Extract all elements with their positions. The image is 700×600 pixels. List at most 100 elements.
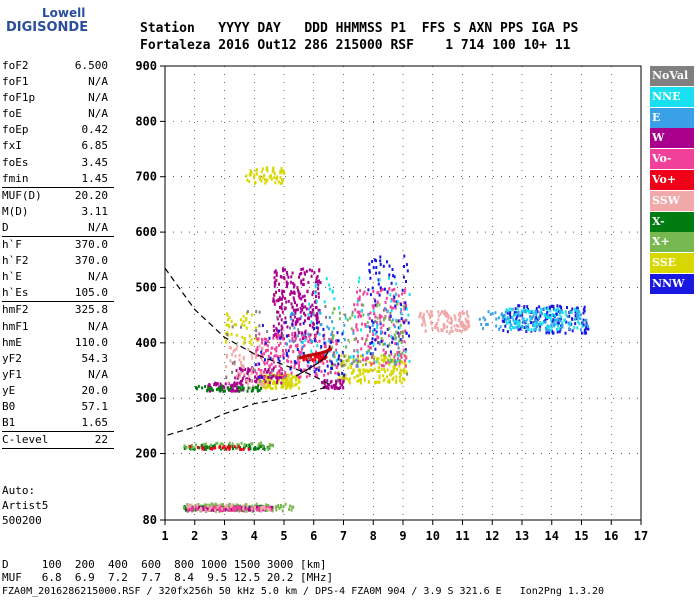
echo-point bbox=[465, 310, 468, 314]
x-tick-label: 12 bbox=[485, 529, 499, 543]
echo-point bbox=[279, 354, 282, 358]
echo-point bbox=[280, 324, 283, 328]
echo-point bbox=[318, 320, 320, 324]
echo-point bbox=[188, 505, 191, 509]
echo-point bbox=[513, 311, 516, 315]
echo-point bbox=[549, 328, 552, 332]
echo-point bbox=[334, 371, 337, 375]
param-row: D N/A bbox=[2, 220, 114, 236]
param-value: 105.0 bbox=[74, 286, 108, 300]
echo-point bbox=[555, 309, 558, 313]
echo-point bbox=[232, 508, 235, 512]
chart-points bbox=[182, 166, 590, 513]
echo-point bbox=[246, 178, 249, 182]
echo-point bbox=[226, 503, 229, 507]
echo-point bbox=[258, 446, 261, 450]
echo-point bbox=[299, 375, 302, 379]
param-row: fmin 1.45 bbox=[2, 171, 114, 187]
echo-point bbox=[558, 330, 561, 334]
echo-point bbox=[549, 316, 552, 320]
echo-point bbox=[293, 339, 295, 343]
param-value: 110.0 bbox=[74, 335, 108, 349]
echo-point bbox=[384, 331, 387, 335]
echo-point bbox=[247, 507, 250, 510]
echo-point bbox=[246, 310, 249, 314]
echo-point bbox=[390, 352, 393, 356]
echo-point bbox=[362, 313, 365, 317]
param-row: foF1p N/A bbox=[2, 90, 114, 106]
echo-point bbox=[455, 324, 458, 328]
echo-point bbox=[513, 313, 515, 317]
echo-point bbox=[436, 322, 439, 325]
echo-point bbox=[197, 503, 200, 506]
echo-point bbox=[209, 387, 212, 391]
echo-point bbox=[388, 363, 391, 367]
param-row: yF1 N/A bbox=[2, 367, 114, 383]
echo-point bbox=[347, 366, 350, 370]
echo-point bbox=[388, 354, 391, 358]
echo-point bbox=[319, 357, 322, 360]
x-tick-label: 5 bbox=[280, 529, 287, 543]
echo-point bbox=[277, 298, 280, 302]
echo-point bbox=[376, 316, 379, 320]
echo-point bbox=[264, 380, 267, 384]
echo-point bbox=[564, 331, 567, 335]
echo-point bbox=[282, 269, 285, 273]
echo-point bbox=[465, 327, 468, 331]
echo-point bbox=[401, 351, 404, 355]
echo-point bbox=[389, 373, 392, 377]
echo-point bbox=[378, 293, 381, 297]
echo-point bbox=[388, 317, 391, 321]
echo-point bbox=[400, 303, 403, 307]
echo-point bbox=[495, 317, 498, 321]
echo-point bbox=[315, 350, 317, 354]
echo-point bbox=[553, 308, 556, 312]
echo-point bbox=[462, 322, 465, 326]
echo-point bbox=[255, 348, 258, 352]
echo-point bbox=[261, 341, 263, 345]
echo-point bbox=[378, 376, 381, 380]
echo-point bbox=[308, 316, 310, 320]
echo-point bbox=[217, 387, 220, 391]
echo-point bbox=[557, 307, 560, 311]
echo-point bbox=[587, 327, 590, 331]
echo-point bbox=[274, 181, 277, 185]
echo-point bbox=[310, 274, 313, 278]
echo-point bbox=[374, 347, 377, 351]
echo-point bbox=[391, 288, 394, 292]
echo-point bbox=[342, 330, 345, 334]
echo-point bbox=[289, 315, 292, 319]
echo-point bbox=[478, 317, 481, 321]
echo-point bbox=[292, 308, 295, 312]
echo-point bbox=[275, 335, 278, 339]
echo-point bbox=[299, 310, 302, 314]
echo-point bbox=[290, 275, 293, 279]
echo-point bbox=[290, 377, 293, 381]
echo-point bbox=[550, 323, 553, 327]
echo-point bbox=[282, 378, 285, 382]
echo-point bbox=[430, 322, 433, 326]
echo-point bbox=[375, 321, 378, 325]
echo-point bbox=[542, 321, 545, 325]
param-row: foF2 6.500 bbox=[2, 58, 114, 74]
echo-point bbox=[374, 315, 377, 319]
echo-point bbox=[545, 331, 548, 335]
echo-point bbox=[443, 312, 446, 316]
echo-point bbox=[279, 176, 282, 180]
echo-point bbox=[239, 505, 242, 509]
echo-point bbox=[189, 444, 192, 448]
echo-point bbox=[243, 324, 246, 328]
echo-point bbox=[344, 373, 347, 377]
echo-point bbox=[386, 327, 389, 331]
echo-point bbox=[312, 322, 315, 326]
echo-point bbox=[286, 285, 289, 289]
echo-point bbox=[576, 309, 579, 313]
echo-point bbox=[358, 313, 361, 317]
echo-point bbox=[275, 177, 278, 181]
echo-point bbox=[342, 379, 345, 383]
echo-point bbox=[266, 507, 269, 511]
echo-point bbox=[396, 302, 399, 306]
echo-point bbox=[204, 447, 207, 451]
echo-point bbox=[394, 361, 397, 365]
echo-point bbox=[254, 375, 257, 379]
